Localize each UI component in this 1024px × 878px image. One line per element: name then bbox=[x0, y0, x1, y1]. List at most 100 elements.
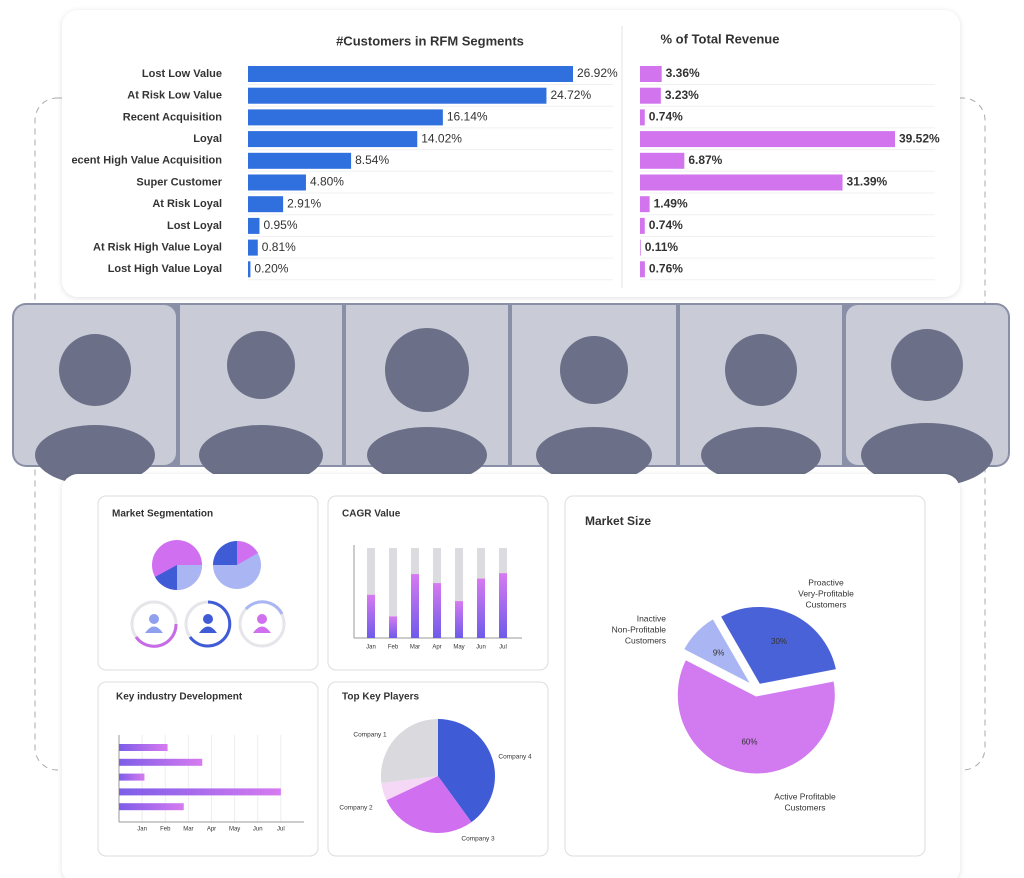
category-label: At Risk Low Value bbox=[127, 90, 222, 102]
bar-track bbox=[455, 548, 463, 638]
value-label: 1.49% bbox=[654, 196, 688, 210]
slice-label: Very-Profitable bbox=[798, 588, 854, 598]
bar bbox=[455, 601, 463, 638]
bar bbox=[119, 744, 168, 751]
panel-title: Top Key Players bbox=[342, 692, 420, 703]
bar bbox=[640, 66, 662, 82]
x-tick-label: Apr bbox=[432, 645, 441, 651]
panel-title: Market Size bbox=[585, 514, 651, 528]
value-label: 0.81% bbox=[262, 240, 296, 254]
value-label: 6.87% bbox=[688, 153, 722, 167]
bar bbox=[248, 131, 418, 148]
bar bbox=[248, 152, 352, 169]
pie-slice bbox=[438, 719, 495, 823]
bar bbox=[248, 174, 306, 191]
bar bbox=[640, 217, 645, 234]
value-label: 3.23% bbox=[665, 88, 699, 102]
category-label: Lost High Value Loyal bbox=[108, 263, 222, 275]
bar bbox=[119, 803, 184, 811]
slice-label: Customers bbox=[784, 802, 825, 812]
slice-label: Customers bbox=[625, 635, 666, 645]
bar bbox=[248, 109, 443, 126]
bar-track bbox=[389, 548, 397, 638]
bar bbox=[640, 239, 641, 256]
category-label: ecent High Value Acquisition bbox=[71, 155, 222, 167]
category-label: Lost Loyal bbox=[167, 220, 222, 232]
bar bbox=[248, 239, 258, 256]
slice-label: Company 2 bbox=[339, 805, 373, 812]
pie-slice bbox=[674, 656, 838, 777]
value-label: 0.74% bbox=[649, 218, 683, 232]
category-label: Recent Acquisition bbox=[123, 111, 222, 123]
bar bbox=[119, 773, 145, 781]
bar bbox=[367, 594, 375, 638]
x-tick-label: Jun bbox=[476, 645, 486, 651]
bar bbox=[640, 109, 645, 126]
bar bbox=[640, 152, 685, 169]
value-label: 0.76% bbox=[649, 261, 683, 275]
bar bbox=[477, 578, 485, 638]
segmentation-illustration bbox=[130, 540, 286, 648]
chart-title: % of Total Revenue bbox=[661, 31, 780, 46]
value-label: 14.02% bbox=[421, 131, 462, 145]
value-label: 30% bbox=[771, 637, 787, 646]
slice-label: Company 4 bbox=[498, 754, 532, 761]
x-tick-label: Mar bbox=[183, 827, 193, 833]
top-card bbox=[62, 10, 960, 297]
value-label: 24.72% bbox=[550, 88, 591, 102]
bar bbox=[248, 66, 573, 82]
panel-title: Market Segmentation bbox=[112, 509, 213, 520]
value-label: 0.74% bbox=[649, 110, 683, 124]
x-tick-label: Jul bbox=[277, 827, 285, 833]
bar bbox=[119, 788, 281, 796]
x-tick-label: May bbox=[453, 645, 464, 651]
value-label: 60% bbox=[741, 738, 757, 747]
category-label: Super Customer bbox=[136, 176, 222, 188]
value-label: 2.91% bbox=[287, 196, 321, 210]
bar bbox=[248, 217, 260, 234]
x-tick-label: Jul bbox=[499, 645, 507, 651]
bar bbox=[640, 131, 895, 148]
bar bbox=[640, 196, 650, 213]
value-label: 8.54% bbox=[355, 153, 389, 167]
bar bbox=[248, 87, 547, 104]
x-tick-label: Jan bbox=[366, 645, 376, 651]
x-tick-label: Feb bbox=[388, 645, 399, 651]
bar bbox=[640, 261, 645, 278]
bar bbox=[248, 261, 251, 278]
slice-label: Active Profitable bbox=[774, 791, 836, 801]
value-label: 0.95% bbox=[263, 218, 297, 232]
x-tick-label: Jun bbox=[253, 827, 263, 833]
bar-track bbox=[367, 548, 375, 638]
slice-label: Company 3 bbox=[461, 836, 495, 843]
slice-label: Inactive bbox=[637, 613, 667, 623]
value-label: 0.20% bbox=[254, 261, 288, 275]
pie-slice bbox=[380, 719, 438, 784]
value-label: 39.52% bbox=[899, 131, 940, 145]
bar bbox=[248, 196, 284, 213]
x-tick-label: Apr bbox=[207, 827, 216, 833]
value-label: 31.39% bbox=[847, 175, 888, 189]
value-label: 9% bbox=[713, 649, 725, 658]
value-label: 16.14% bbox=[447, 110, 488, 124]
category-label: Loyal bbox=[193, 133, 222, 145]
value-label: 26.92% bbox=[577, 66, 618, 80]
bar bbox=[389, 616, 397, 638]
category-label: At Risk Loyal bbox=[152, 198, 222, 210]
chart-title: #Customers in RFM Segments bbox=[336, 33, 524, 48]
category-label: Lost Low Value bbox=[142, 68, 222, 80]
x-tick-label: May bbox=[229, 827, 240, 833]
bar bbox=[411, 574, 419, 638]
x-tick-label: Jan bbox=[137, 827, 147, 833]
pie-slice bbox=[381, 776, 438, 801]
category-label: At Risk High Value Loyal bbox=[93, 242, 222, 254]
bar bbox=[119, 758, 203, 766]
bar bbox=[499, 573, 507, 638]
slice-label: Customers bbox=[805, 599, 846, 609]
panel-title: CAGR Value bbox=[342, 509, 401, 520]
pie-slice bbox=[386, 776, 472, 833]
panel-title: Key industry Development bbox=[116, 692, 243, 703]
value-label: 3.36% bbox=[666, 66, 700, 80]
slice-label: Proactive bbox=[808, 577, 844, 587]
